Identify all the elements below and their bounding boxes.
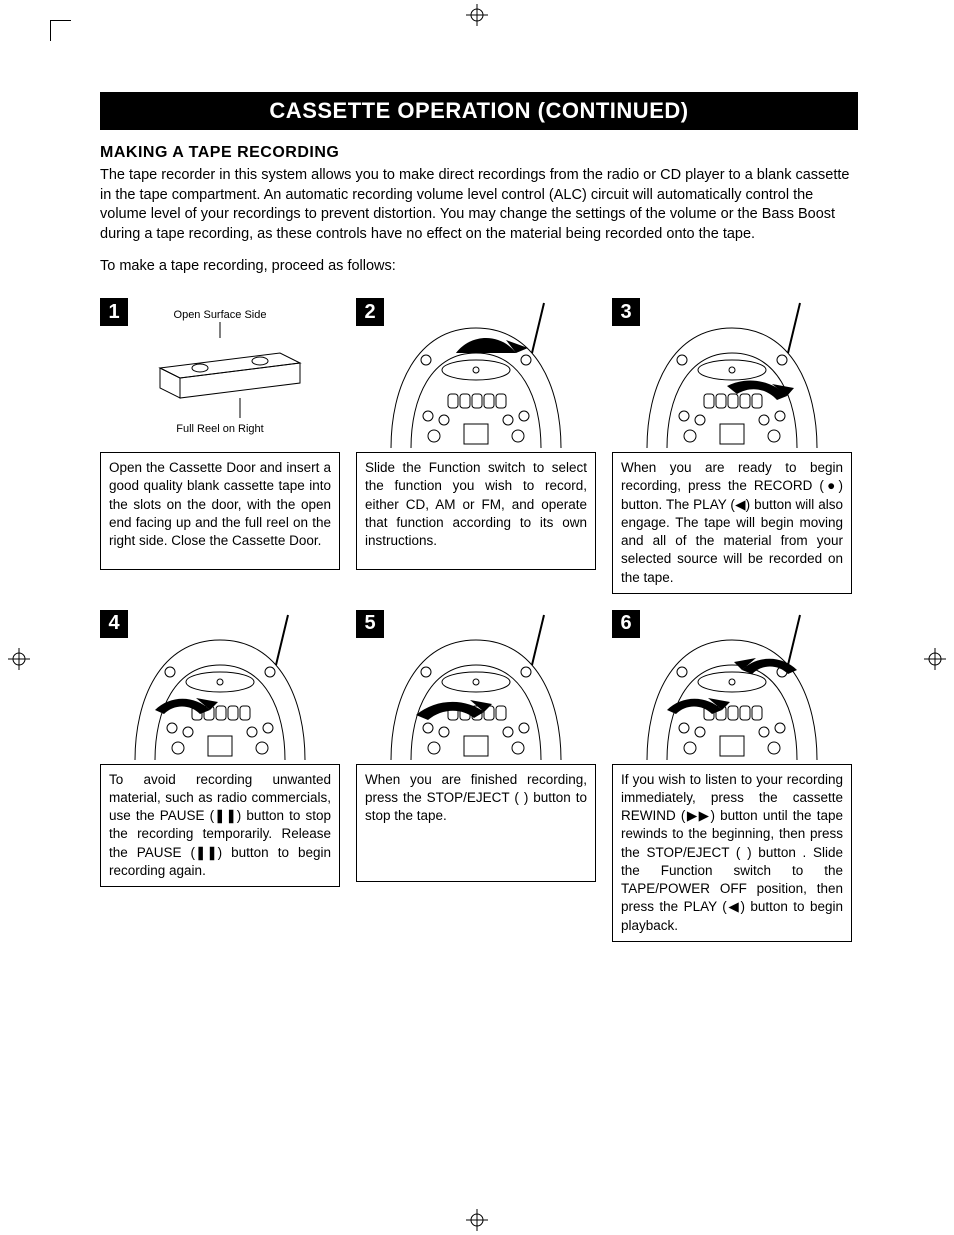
step-5-caption: When you are finished recording, press t…	[356, 764, 596, 882]
intro-paragraph: The tape recorder in this system allows …	[100, 166, 858, 244]
boombox-rewind-play-diagram	[612, 610, 852, 760]
cassette-insert-diagram: Open Surface Side Full Reel on Right	[100, 298, 340, 448]
registration-mark-left	[8, 648, 30, 670]
step-1: 1 Open Surface Side	[100, 298, 340, 594]
page: CASSETTE OPERATION (CONTINUED) MAKING A …	[0, 0, 954, 1235]
step-2-caption: Slide the Function switch to select the …	[356, 452, 596, 570]
step-4-illustration: 4	[100, 610, 340, 760]
steps-grid: 1 Open Surface Side	[100, 298, 858, 942]
step-6: 6	[612, 610, 852, 942]
boombox-record-diagram	[612, 298, 852, 448]
step-5: 5	[356, 610, 596, 942]
boombox-function-diagram	[356, 298, 596, 448]
content-area: CASSETTE OPERATION (CONTINUED) MAKING A …	[100, 92, 858, 942]
step-1-illustration: 1 Open Surface Side	[100, 298, 340, 448]
crop-corner-tl	[50, 20, 71, 41]
boombox-stop-diagram	[356, 610, 596, 760]
step-3: 3	[612, 298, 852, 594]
step-4-caption: To avoid recording unwanted material, su…	[100, 764, 340, 887]
step-2-illustration: 2	[356, 298, 596, 448]
title-bar: CASSETTE OPERATION (CONTINUED)	[100, 92, 858, 130]
registration-mark-top	[466, 4, 488, 26]
step-6-illustration: 6	[612, 610, 852, 760]
step-3-illustration: 3	[612, 298, 852, 448]
step-5-illustration: 5	[356, 610, 596, 760]
step-3-caption: When you are ready to begin recording, p…	[612, 452, 852, 594]
boombox-pause-diagram	[100, 610, 340, 760]
step-1-caption: Open the Cassette Door and insert a good…	[100, 452, 340, 570]
label-bottom: Full Reel on Right	[176, 423, 263, 435]
title-text: CASSETTE OPERATION (CONTINUED)	[269, 98, 688, 123]
registration-mark-bottom	[466, 1209, 488, 1231]
registration-mark-right	[924, 648, 946, 670]
label-top: Open Surface Side	[174, 309, 267, 321]
step-2: 2	[356, 298, 596, 594]
step-6-caption: If you wish to listen to your recording …	[612, 764, 852, 942]
lead-sentence: To make a tape recording, proceed as fol…	[100, 258, 858, 274]
section-heading: MAKING A TAPE RECORDING	[100, 144, 858, 162]
step-4: 4	[100, 610, 340, 942]
